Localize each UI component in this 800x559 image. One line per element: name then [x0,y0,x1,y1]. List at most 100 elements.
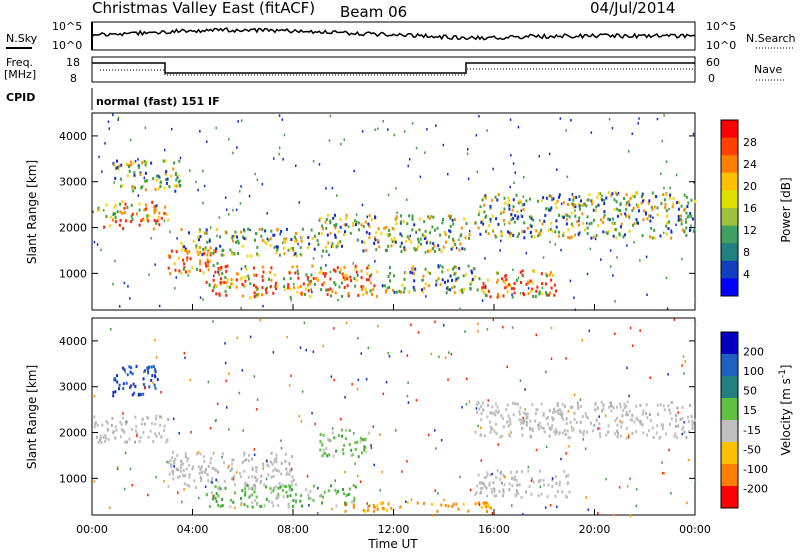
scatter-cell [386,509,388,513]
scatter-cell [251,466,254,470]
scatter-cell [477,213,480,217]
scatter-cell [230,278,233,282]
scatter-cell [125,381,128,385]
scatter-cell [172,167,175,171]
scatter-cell [112,391,115,394]
scatter-cell [590,199,593,203]
scatter-cell [289,469,291,473]
noise-cell [511,504,513,507]
scatter-cell [430,248,433,252]
noise-cell [98,155,100,159]
noise-cell [163,479,165,483]
scatter-cell [226,264,229,268]
scatter-cell [543,430,546,434]
power-scatter [92,113,697,311]
noise-cell [686,501,688,505]
scatter-cell [126,174,129,178]
velocity-panel-frame [91,317,696,516]
scatter-cell [174,172,177,176]
noise-cell [355,213,358,216]
scatter-cell [543,219,546,223]
nsearch-label: N.Search [746,32,796,45]
scatter-cell [614,419,617,423]
noise-cell [295,164,297,167]
scatter-cell [255,232,257,235]
scatter-cell [244,490,247,494]
scatter-cell [215,500,218,503]
scatter-cell [119,202,122,206]
scatter-cell [362,224,365,228]
noise-cell [626,485,629,488]
scatter-cell [631,414,634,417]
noise-cell [586,272,589,276]
noise-cell [183,351,186,355]
noise-cell [317,511,319,515]
scatter-cell [244,481,247,485]
noise-cell [539,219,541,222]
scatter-cell [376,504,379,508]
scatter-cell [180,459,183,463]
scatter-cell [480,405,483,408]
scatter-cell [665,209,668,213]
scatter-cell [98,438,101,442]
scatter-cell [159,185,162,189]
scatter-cell [395,290,398,294]
noise-cell [614,332,616,335]
scatter-cell [164,172,167,176]
noise-cell [298,201,301,204]
noise-cell [639,259,641,262]
scatter-cell [533,235,536,239]
scatter-cell [555,289,557,293]
scatter-cell [348,443,351,446]
velocity-colorbar-blocks [721,332,738,509]
colorbar-tick-label: 28 [743,136,757,149]
noise-cell [282,241,284,244]
scatter-cell [412,285,415,289]
scatter-cell [506,403,509,407]
scatter-cell [116,166,119,170]
noise-sky-trace [91,22,696,50]
scatter-cell [367,431,370,435]
scatter-cell [275,495,278,499]
noise-cell [510,154,512,157]
scatter-cell [411,217,414,221]
noise-cell [448,351,450,354]
scatter-cell [345,223,348,227]
scatter-cell [406,222,409,226]
y-tick-label: 3000 [59,381,87,394]
scatter-cell [291,455,294,459]
scatter-cell [653,205,656,209]
noise-cell [176,237,178,240]
scatter-cell [138,223,141,227]
scatter-cell [621,420,624,424]
noise-cell [484,284,487,288]
scatter-cell [459,242,462,246]
scatter-cell [535,229,538,233]
scatter-cell [465,273,468,277]
scatter-cell [584,412,587,416]
scatter-cell [441,278,444,282]
scatter-cell [241,244,244,248]
noise-cell [549,240,551,244]
scatter-cell [318,218,321,222]
noise-cell [279,232,281,236]
scatter-cell [200,470,203,474]
scatter-cell [561,215,564,219]
noise-cell [228,372,230,375]
scatter-cell [395,217,398,221]
scatter-cell [353,219,356,223]
scatter-cell [567,235,570,239]
noise-cell [240,119,243,122]
scatter-cell [398,289,401,293]
scatter-cell [567,203,569,206]
scatter-cell [288,472,291,476]
scatter-cell [380,501,383,505]
scatter-cell [364,220,367,224]
scatter-cell [126,206,129,209]
noise-cell [173,465,175,468]
noise-cell [685,217,687,221]
scatter-cell [647,201,650,205]
scatter-cell [686,415,689,419]
scatter-cell [248,459,250,463]
scatter-cell [602,230,605,234]
